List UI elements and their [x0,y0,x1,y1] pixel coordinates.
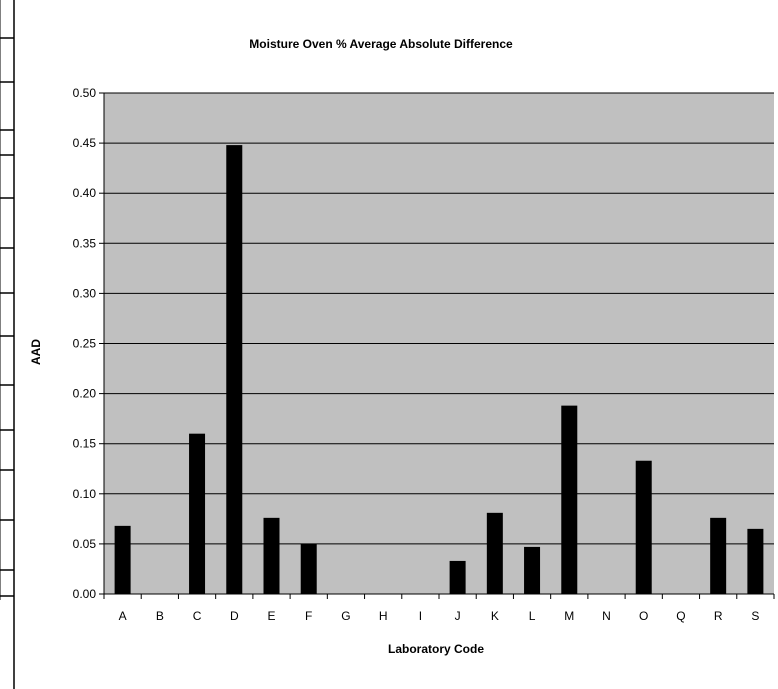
x-tick-label: N [602,609,611,623]
y-tick-label: 0.45 [73,136,97,150]
y-axis-ticks: 0.00 0.05 0.10 0.15 0.20 0.25 0.30 0.35 0.40 0.45… [73,86,104,601]
y-tick-label: 0.05 [73,537,97,551]
bar-M [561,405,578,594]
bar-J [449,560,466,594]
bar-C [189,433,206,594]
bar-A [114,525,131,594]
bar-S [747,528,764,594]
y-tick-label: 0.10 [73,487,97,501]
chart-title: Moisture Oven % Average Absolute Differe… [249,37,513,51]
x-tick-label: K [491,609,499,623]
bar-O [635,460,652,594]
y-axis-label: AAD [29,339,43,365]
bars [114,145,764,594]
x-tick-label: B [156,609,164,623]
y-tick-label: 0.30 [73,286,97,300]
x-tick-label: D [230,609,239,623]
bar-K [486,512,503,594]
y-tick-label: 0.00 [73,587,97,601]
x-tick-label: H [379,609,388,623]
x-tick-label: G [341,609,350,623]
bar-R [710,517,727,594]
x-tick-label: L [529,609,536,623]
x-tick-label: O [639,609,648,623]
x-axis-label: Laboratory Code [388,642,484,656]
y-tick-label: 0.35 [73,236,97,250]
x-tick-label: F [305,609,312,623]
bar-E [263,517,280,594]
bar-D [226,145,243,594]
gridlines [104,92,774,545]
y-tick-label: 0.40 [73,186,97,200]
bar-L [524,546,541,594]
y-tick-label: 0.20 [73,387,97,401]
spreadsheet-edge [0,0,15,689]
y-tick-label: 0.50 [73,86,97,100]
x-tick-label: J [455,609,461,623]
y-tick-label: 0.25 [73,337,97,351]
y-tick-label: 0.15 [73,437,97,451]
x-tick-label: Q [676,609,685,623]
x-tick-label: E [267,609,275,623]
x-tick-label: R [714,609,723,623]
x-tick-label: S [751,609,759,623]
x-tick-label: M [564,609,574,623]
x-tick-label: C [193,609,202,623]
x-tick-label: A [119,609,127,623]
x-tick-label: I [419,609,422,623]
bar-F [300,543,317,594]
